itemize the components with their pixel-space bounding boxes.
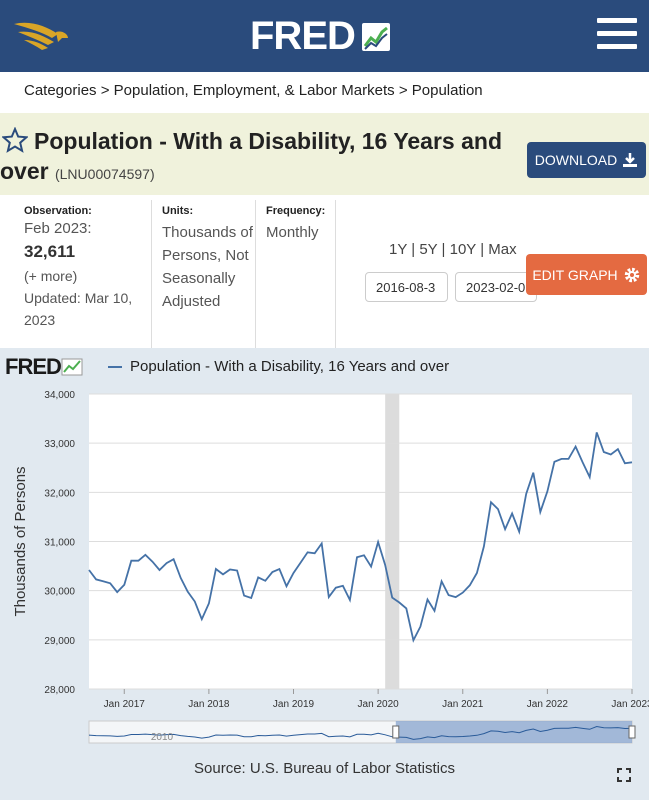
end-date-input[interactable]: 2023-02-0	[455, 272, 537, 302]
x-tick-label: Jan 2022	[527, 699, 569, 710]
chart-brand-text: FRED	[5, 354, 62, 379]
x-tick-label: Jan 2023	[611, 699, 649, 710]
y-tick-label: 34,000	[44, 390, 75, 401]
observation-date: Feb 2023:	[24, 220, 92, 237]
breadcrumb-population[interactable]: Population	[411, 82, 483, 99]
chart-logo-icon	[361, 22, 390, 51]
fullscreen-icon[interactable]	[617, 768, 631, 782]
y-tick-label: 28,000	[44, 685, 75, 696]
observation-value: 32,611	[24, 242, 76, 261]
observation-panel: Observation: Feb 2023: 32,611 (+ more) U…	[0, 200, 152, 348]
chart-source: Source: U.S. Bureau of Labor Statistics	[194, 760, 455, 777]
observation-label: Observation:	[24, 205, 92, 217]
breadcrumb-categories[interactable]: Categories	[24, 82, 97, 99]
chart-logo-icon	[61, 358, 83, 376]
line-chart[interactable]: 28,000 29,000 30,000 31,000 32,000 33,000 34,0…	[0, 380, 649, 756]
x-tick-label: Jan 2020	[358, 699, 400, 710]
units-value: Thousands of Persons, Not Seasonally Adj…	[162, 224, 253, 310]
y-tick-label: 30,000	[44, 587, 75, 598]
star-icon[interactable]	[2, 127, 28, 153]
top-navbar: FRED	[0, 0, 649, 72]
navigator-label: 2010	[151, 732, 174, 743]
edit-graph-button[interactable]: EDIT GRAPH	[526, 254, 647, 295]
y-tick-label: 29,000	[44, 636, 75, 647]
brand-text: FRED	[250, 14, 356, 58]
start-date-input[interactable]: 2016-08-3	[365, 272, 448, 302]
chart-fred-logo: FRED	[5, 354, 83, 380]
navigator-line	[88, 725, 633, 740]
range-10y[interactable]: 10Y	[449, 241, 477, 258]
navigator-handle-left	[392, 725, 400, 739]
chart-legend: Population - With a Disability, 16 Years…	[108, 358, 449, 375]
y-tick-label: 31,000	[44, 538, 75, 549]
y-axis-label: Thousands of Persons	[12, 466, 29, 616]
breadcrumb-population-employment[interactable]: Population, Employment, & Labor Markets	[113, 82, 395, 99]
fred-logo[interactable]: FRED	[250, 14, 391, 59]
navigator-handle-right	[628, 725, 636, 739]
legend-label: Population - With a Disability, 16 Years…	[130, 358, 450, 375]
series-id: (LNU00074597)	[54, 166, 155, 182]
download-icon	[623, 153, 638, 167]
breadcrumb: Categories > Population, Employment, & L…	[24, 82, 483, 99]
breadcrumb-separator: >	[398, 82, 408, 99]
range-5y[interactable]: 5Y	[419, 241, 438, 258]
hamburger-icon[interactable]	[597, 18, 637, 54]
more-observations-link[interactable]: (+ more)	[24, 268, 78, 284]
series-title: Population - With a Disability, 16 Years…	[0, 128, 502, 184]
legend-swatch	[108, 365, 122, 368]
range-1y[interactable]: 1Y	[389, 241, 408, 258]
y-tick-label: 33,000	[44, 439, 75, 450]
page-title: Population - With a Disability, 16 Years…	[0, 126, 520, 189]
units-label: Units:	[162, 205, 194, 217]
frequency-label: Frequency:	[266, 205, 326, 217]
edit-graph-label: EDIT GRAPH	[532, 266, 618, 283]
download-button[interactable]: DOWNLOAD	[527, 142, 646, 178]
units-panel: Units: Thousands of Persons, Not Seasona…	[152, 200, 256, 348]
range-selector: 1Y | 5Y | 10Y | Max	[389, 241, 517, 258]
x-tick-label: Jan 2021	[442, 699, 484, 710]
x-tick-label: Jan 2019	[273, 699, 315, 710]
frequency-value: Monthly	[266, 224, 319, 241]
frequency-panel: Frequency: Monthly	[256, 200, 336, 348]
range-max[interactable]: Max	[488, 241, 517, 258]
download-label: DOWNLOAD	[534, 152, 618, 168]
x-tick-label: Jan 2017	[104, 699, 146, 710]
series-line	[88, 432, 633, 643]
y-tick-label: 32,000	[44, 488, 75, 499]
gear-icon	[624, 267, 639, 282]
eagle-icon[interactable]	[12, 16, 70, 56]
updated-date: Updated: Mar 10, 2023	[24, 290, 133, 328]
breadcrumb-separator: >	[100, 82, 110, 99]
x-tick-label: Jan 2018	[188, 699, 230, 710]
